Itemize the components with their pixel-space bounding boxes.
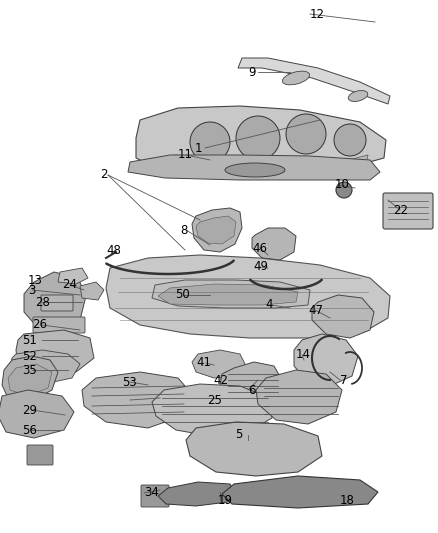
Polygon shape — [128, 155, 380, 180]
Polygon shape — [222, 476, 378, 508]
FancyBboxPatch shape — [383, 193, 433, 229]
Text: 26: 26 — [32, 319, 47, 332]
Text: 7: 7 — [340, 374, 347, 386]
Polygon shape — [186, 422, 322, 476]
FancyBboxPatch shape — [27, 445, 53, 465]
Text: 10: 10 — [335, 179, 350, 191]
Polygon shape — [294, 334, 358, 386]
Polygon shape — [192, 208, 242, 252]
Polygon shape — [312, 295, 374, 338]
Polygon shape — [152, 384, 272, 436]
Ellipse shape — [225, 163, 285, 177]
Text: 3: 3 — [28, 284, 35, 296]
Ellipse shape — [283, 71, 310, 85]
Polygon shape — [80, 282, 104, 300]
Text: 48: 48 — [106, 244, 121, 256]
Text: 4: 4 — [265, 298, 272, 311]
Text: 8: 8 — [180, 223, 187, 237]
Text: 46: 46 — [252, 241, 267, 254]
Circle shape — [286, 114, 326, 154]
Polygon shape — [24, 272, 86, 332]
Ellipse shape — [348, 91, 368, 101]
Polygon shape — [10, 350, 80, 384]
Polygon shape — [158, 482, 236, 506]
Polygon shape — [82, 372, 192, 428]
Text: 9: 9 — [248, 66, 255, 78]
Text: 12: 12 — [310, 7, 325, 20]
Text: 50: 50 — [175, 288, 190, 302]
Polygon shape — [136, 106, 386, 178]
Text: 34: 34 — [144, 487, 159, 499]
Polygon shape — [192, 350, 246, 378]
Polygon shape — [2, 356, 58, 402]
Circle shape — [236, 116, 280, 160]
Polygon shape — [152, 280, 310, 308]
Polygon shape — [238, 58, 390, 104]
Text: 29: 29 — [22, 403, 37, 416]
Text: 5: 5 — [235, 429, 242, 441]
Polygon shape — [58, 268, 88, 284]
Circle shape — [336, 182, 352, 198]
Text: 11: 11 — [178, 149, 193, 161]
Text: 35: 35 — [22, 364, 37, 376]
Text: 25: 25 — [207, 393, 222, 407]
Text: 51: 51 — [22, 334, 37, 346]
Polygon shape — [252, 228, 296, 260]
Polygon shape — [196, 216, 236, 244]
FancyBboxPatch shape — [33, 317, 85, 333]
Text: 6: 6 — [248, 384, 255, 397]
Text: 19: 19 — [218, 494, 233, 506]
Polygon shape — [0, 390, 74, 438]
Polygon shape — [220, 362, 282, 402]
Text: 41: 41 — [196, 357, 211, 369]
Polygon shape — [16, 330, 94, 376]
Text: 42: 42 — [213, 374, 228, 386]
Text: 22: 22 — [393, 204, 408, 216]
Text: 49: 49 — [253, 261, 268, 273]
Text: 13: 13 — [28, 273, 43, 287]
Text: 14: 14 — [296, 349, 311, 361]
Text: 28: 28 — [35, 295, 50, 309]
Text: 47: 47 — [308, 303, 323, 317]
Text: 52: 52 — [22, 350, 37, 362]
FancyBboxPatch shape — [141, 485, 169, 507]
Polygon shape — [256, 370, 342, 424]
Circle shape — [334, 124, 366, 156]
Text: 24: 24 — [62, 279, 77, 292]
Text: 2: 2 — [100, 168, 107, 182]
Polygon shape — [172, 155, 368, 175]
Text: 18: 18 — [340, 494, 355, 506]
Polygon shape — [8, 364, 52, 396]
FancyBboxPatch shape — [41, 295, 73, 311]
Text: 1: 1 — [195, 141, 202, 155]
Circle shape — [190, 122, 230, 162]
Text: 56: 56 — [22, 424, 37, 437]
Text: 53: 53 — [122, 376, 137, 389]
Polygon shape — [106, 255, 390, 338]
Polygon shape — [158, 284, 298, 305]
